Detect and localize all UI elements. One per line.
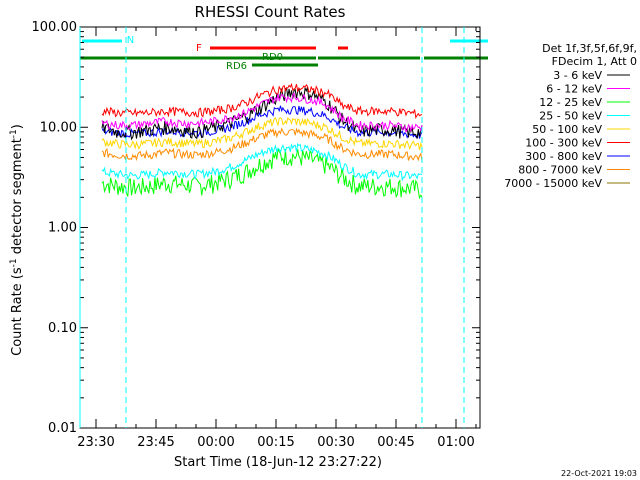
legend-header-line-1: Det 1f,3f,5f,6f,9f, xyxy=(542,42,637,55)
legend-entry: 100 - 300 keV xyxy=(525,137,602,150)
x-tick-label: 23:30 xyxy=(77,435,114,450)
y-axis-label: Count Rate (s-1 detector segment-1) xyxy=(9,124,25,356)
series-layer xyxy=(101,82,423,200)
y-tick-label: 10.00 xyxy=(40,120,77,135)
series-line-4 xyxy=(101,116,423,151)
legend-entry: 3 - 6 keV xyxy=(553,69,602,82)
legend-entry: 7000 - 15000 keV xyxy=(504,177,602,190)
x-tick-label: 01:00 xyxy=(437,435,474,450)
series-line-2 xyxy=(101,148,423,200)
x-tick-label: 23:45 xyxy=(137,435,174,450)
legend-entry: 12 - 25 keV xyxy=(539,96,602,109)
x-tick-label: 00:45 xyxy=(377,435,414,450)
y-tick-label: 1.00 xyxy=(48,221,77,236)
legend-header-line-2: FDecim 1, Att 0 xyxy=(552,55,637,68)
legend-entry: 25 - 50 keV xyxy=(539,110,602,123)
legend-entry: 800 - 7000 keV xyxy=(518,164,602,177)
series-line-7 xyxy=(101,127,423,162)
legend-entry: 300 - 800 keV xyxy=(525,150,602,163)
legend-entry: 50 - 100 keV xyxy=(532,123,602,136)
y-tick-label: 100.00 xyxy=(32,20,78,35)
series-line-0 xyxy=(101,86,423,141)
legend-entry: 6 - 12 keV xyxy=(546,83,602,96)
x-tick-label: 00:30 xyxy=(317,435,354,450)
legend: Det 1f,3f,5f,6f,9f, FDecim 1, Att 0 3 - … xyxy=(504,42,637,190)
y-tick-label: 0.10 xyxy=(48,321,77,336)
x-tick-label: 00:00 xyxy=(197,435,234,450)
chart-title: RHESSI Count Rates xyxy=(195,3,346,21)
flags-layer: N F RD0 RD6 xyxy=(80,35,488,72)
flag-label: RD6 xyxy=(226,61,247,72)
flag-label: F xyxy=(196,43,202,54)
flag-label: N xyxy=(127,35,134,46)
series-line-1 xyxy=(101,92,423,134)
y-tick-label: 0.01 xyxy=(48,421,77,436)
footer-date: 22-Oct-2021 19:03 xyxy=(561,469,637,478)
x-tick-label: 00:15 xyxy=(257,435,294,450)
series-line-5 xyxy=(101,82,423,119)
x-axis-label: Start Time (18-Jun-12 23:27:22) xyxy=(174,455,382,470)
series-line-3 xyxy=(101,142,423,182)
axes-layer: 0.01 0.10 1.00 10.00 100.00 23:30 23:45 00:00 00… xyxy=(32,20,481,450)
plot-frame xyxy=(79,26,481,429)
flag-label: RD0 xyxy=(262,52,283,63)
svg-text:Count Rate (s-1 detector segme: Count Rate (s-1 detector segment-1) xyxy=(9,124,25,356)
